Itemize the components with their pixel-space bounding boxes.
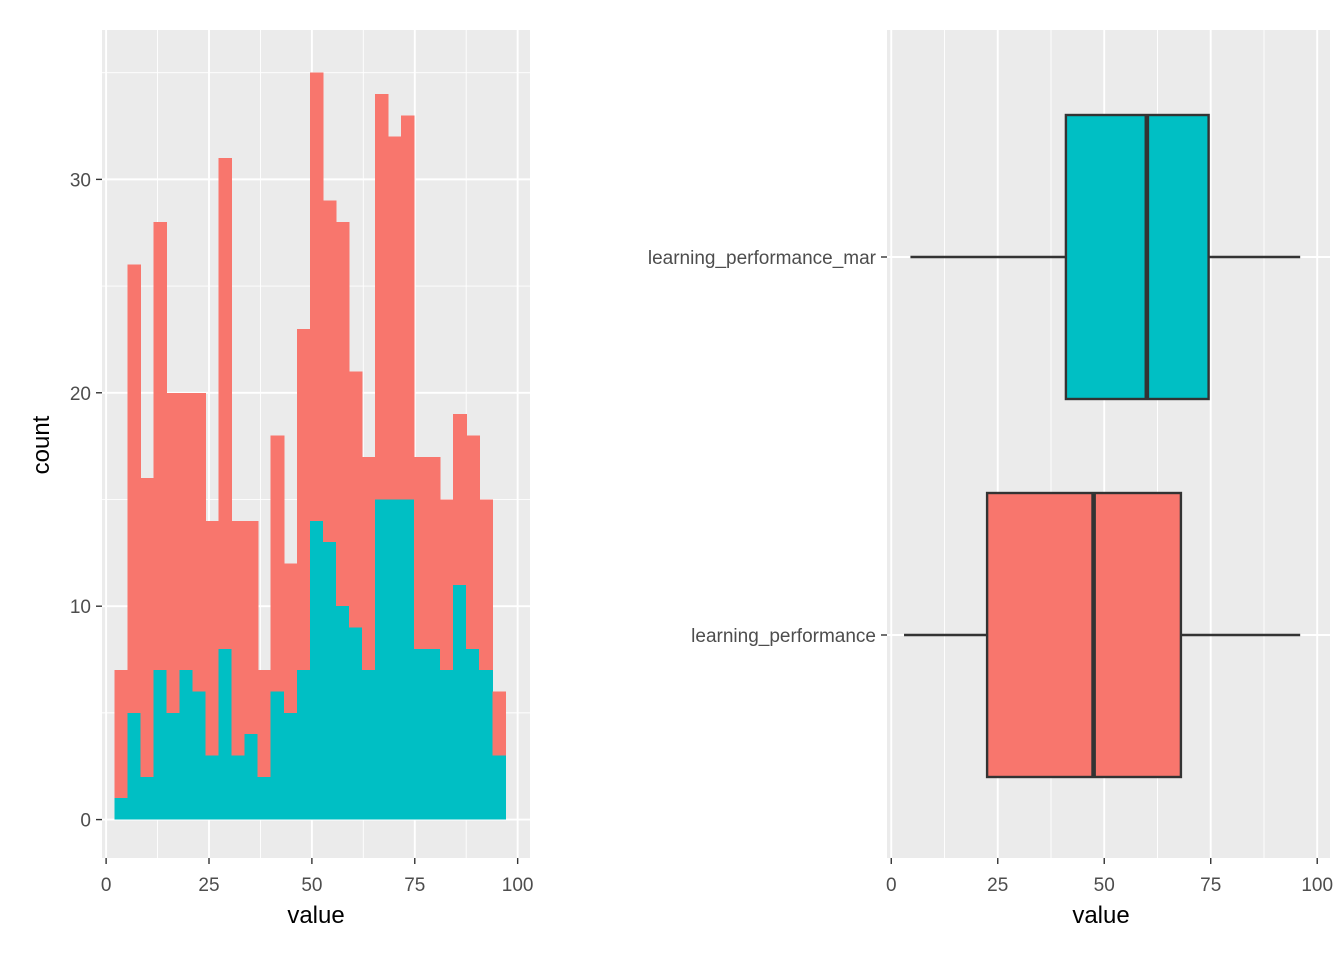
histogram-bar xyxy=(335,222,350,607)
histogram-bar xyxy=(479,670,493,820)
histogram-bar xyxy=(140,776,155,820)
histogram-axis-titles: value count xyxy=(28,415,345,929)
histogram-bar xyxy=(375,499,389,820)
histogram-y-tick-label: 20 xyxy=(70,384,91,405)
histogram-bar xyxy=(244,520,259,735)
histogram-bar xyxy=(492,755,506,820)
histogram-bar xyxy=(283,563,298,713)
histogram-bar xyxy=(388,499,402,820)
histogram-bar xyxy=(401,499,415,820)
boxplot-x-tick-label: 75 xyxy=(1200,875,1221,896)
histogram-bar xyxy=(479,499,493,671)
histogram-bar xyxy=(166,712,181,820)
boxplot-x-tick-label: 25 xyxy=(987,875,1008,896)
histogram-bar xyxy=(153,670,168,820)
boxplot-x-tick-label: 50 xyxy=(1094,875,1115,896)
histogram-bar xyxy=(114,670,128,799)
histogram-bar xyxy=(466,648,480,820)
histogram-bar xyxy=(192,392,207,692)
histogram-x-axis-title: value xyxy=(287,902,344,929)
histogram-bar xyxy=(166,392,181,713)
histogram-bar xyxy=(205,755,220,820)
boxplot-category-label: learning_performance xyxy=(691,626,876,647)
histogram-bar xyxy=(348,371,363,628)
histogram-bar xyxy=(453,584,467,820)
histogram-bar xyxy=(466,435,480,649)
histogram-bar xyxy=(440,499,454,671)
histogram-bar xyxy=(231,520,246,756)
boxplot-panel: 0 25 50 75 100 learning_performance learning_p… xyxy=(648,30,1333,896)
histogram-bar xyxy=(296,328,311,671)
histogram-x-tick-label: 75 xyxy=(404,875,425,896)
histogram-x-tick-label: 50 xyxy=(301,875,322,896)
histogram-bar xyxy=(309,520,324,820)
histogram-bar xyxy=(257,776,272,820)
histogram-bar xyxy=(361,456,376,671)
histogram-y-tick-label: 30 xyxy=(70,170,91,191)
histogram-bar xyxy=(427,456,441,649)
histogram-bar xyxy=(453,414,467,585)
histogram-bar xyxy=(270,691,285,820)
histogram-bar xyxy=(231,755,246,820)
histogram-panel: 0 25 50 75 100 0 10 20 30 xyxy=(70,30,534,896)
histogram-bar xyxy=(335,606,350,820)
histogram-bar xyxy=(270,435,285,692)
histogram-y-tick-label: 10 xyxy=(70,597,91,618)
boxplot-box xyxy=(985,491,1183,779)
histogram-bar xyxy=(218,648,233,820)
histogram-y-tick-label: 0 xyxy=(80,811,91,832)
boxplot-category-label: learning_performance_mar xyxy=(648,248,877,269)
histogram-bar xyxy=(401,115,415,500)
histogram-bar xyxy=(244,734,259,820)
histogram-bar xyxy=(492,691,506,756)
histogram-bar xyxy=(127,712,142,820)
histogram-bar xyxy=(257,670,272,777)
histogram-bar xyxy=(192,691,207,820)
histogram-x-tick-label: 100 xyxy=(502,875,534,896)
histogram-bar xyxy=(114,798,128,820)
histogram-bar xyxy=(153,222,168,671)
histogram-bar xyxy=(179,392,194,671)
boxplot-x-axis-title: value xyxy=(1072,902,1129,929)
histogram-y-axis-title: count xyxy=(28,415,55,474)
boxplot-box xyxy=(1064,113,1210,401)
histogram-bar xyxy=(348,627,363,820)
boxplot-x-tick-label: 0 xyxy=(886,875,897,896)
histogram-bar xyxy=(414,456,428,649)
histogram-bar xyxy=(375,94,389,500)
histogram-bar xyxy=(309,72,324,521)
histogram-bar xyxy=(440,670,454,820)
boxplot-axis-titles: value xyxy=(1072,902,1129,929)
histogram-bar xyxy=(205,520,220,756)
histogram-bar xyxy=(388,136,402,500)
histogram-bar xyxy=(127,264,142,713)
histogram-bar xyxy=(361,670,376,820)
histogram-x-tick-label: 25 xyxy=(198,875,219,896)
histogram-bar xyxy=(414,648,428,820)
histogram-bar xyxy=(296,670,311,820)
histogram-bar xyxy=(218,158,233,649)
histogram-bar xyxy=(322,542,337,820)
histogram-bar xyxy=(179,670,194,820)
histogram-x-tick-label: 0 xyxy=(101,875,112,896)
histogram-bar xyxy=(140,478,155,777)
histogram-bar xyxy=(427,648,441,820)
histogram-bar xyxy=(283,712,298,820)
histogram-bar xyxy=(322,200,337,543)
boxplot-x-tick-label: 100 xyxy=(1301,875,1333,896)
